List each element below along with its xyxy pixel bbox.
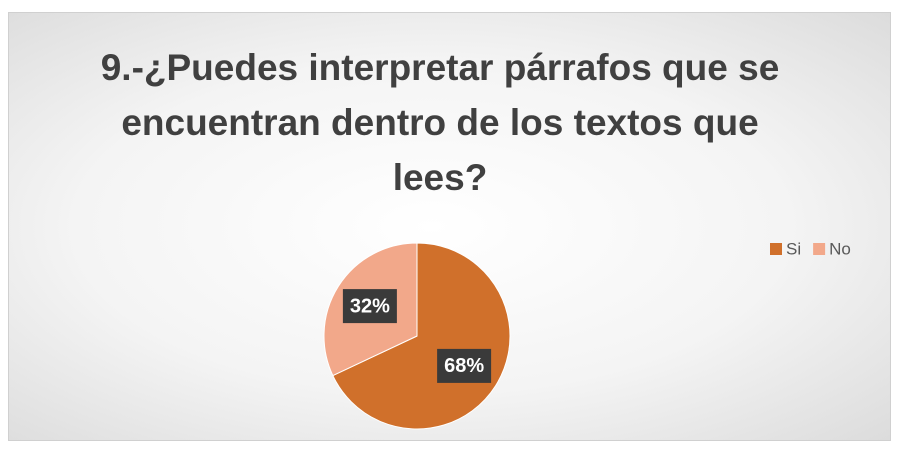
legend-label: No <box>829 239 851 258</box>
legend-label: Si <box>786 239 801 258</box>
data-label-box <box>437 348 492 383</box>
data-label-box <box>342 289 397 324</box>
data-label: 32% <box>350 295 390 317</box>
chart-title: 9.-¿Puedes interpretar párrafos que se e… <box>100 47 780 198</box>
legend-swatch <box>770 243 782 255</box>
data-label: 68% <box>444 355 484 377</box>
legend-swatch <box>813 243 826 255</box>
